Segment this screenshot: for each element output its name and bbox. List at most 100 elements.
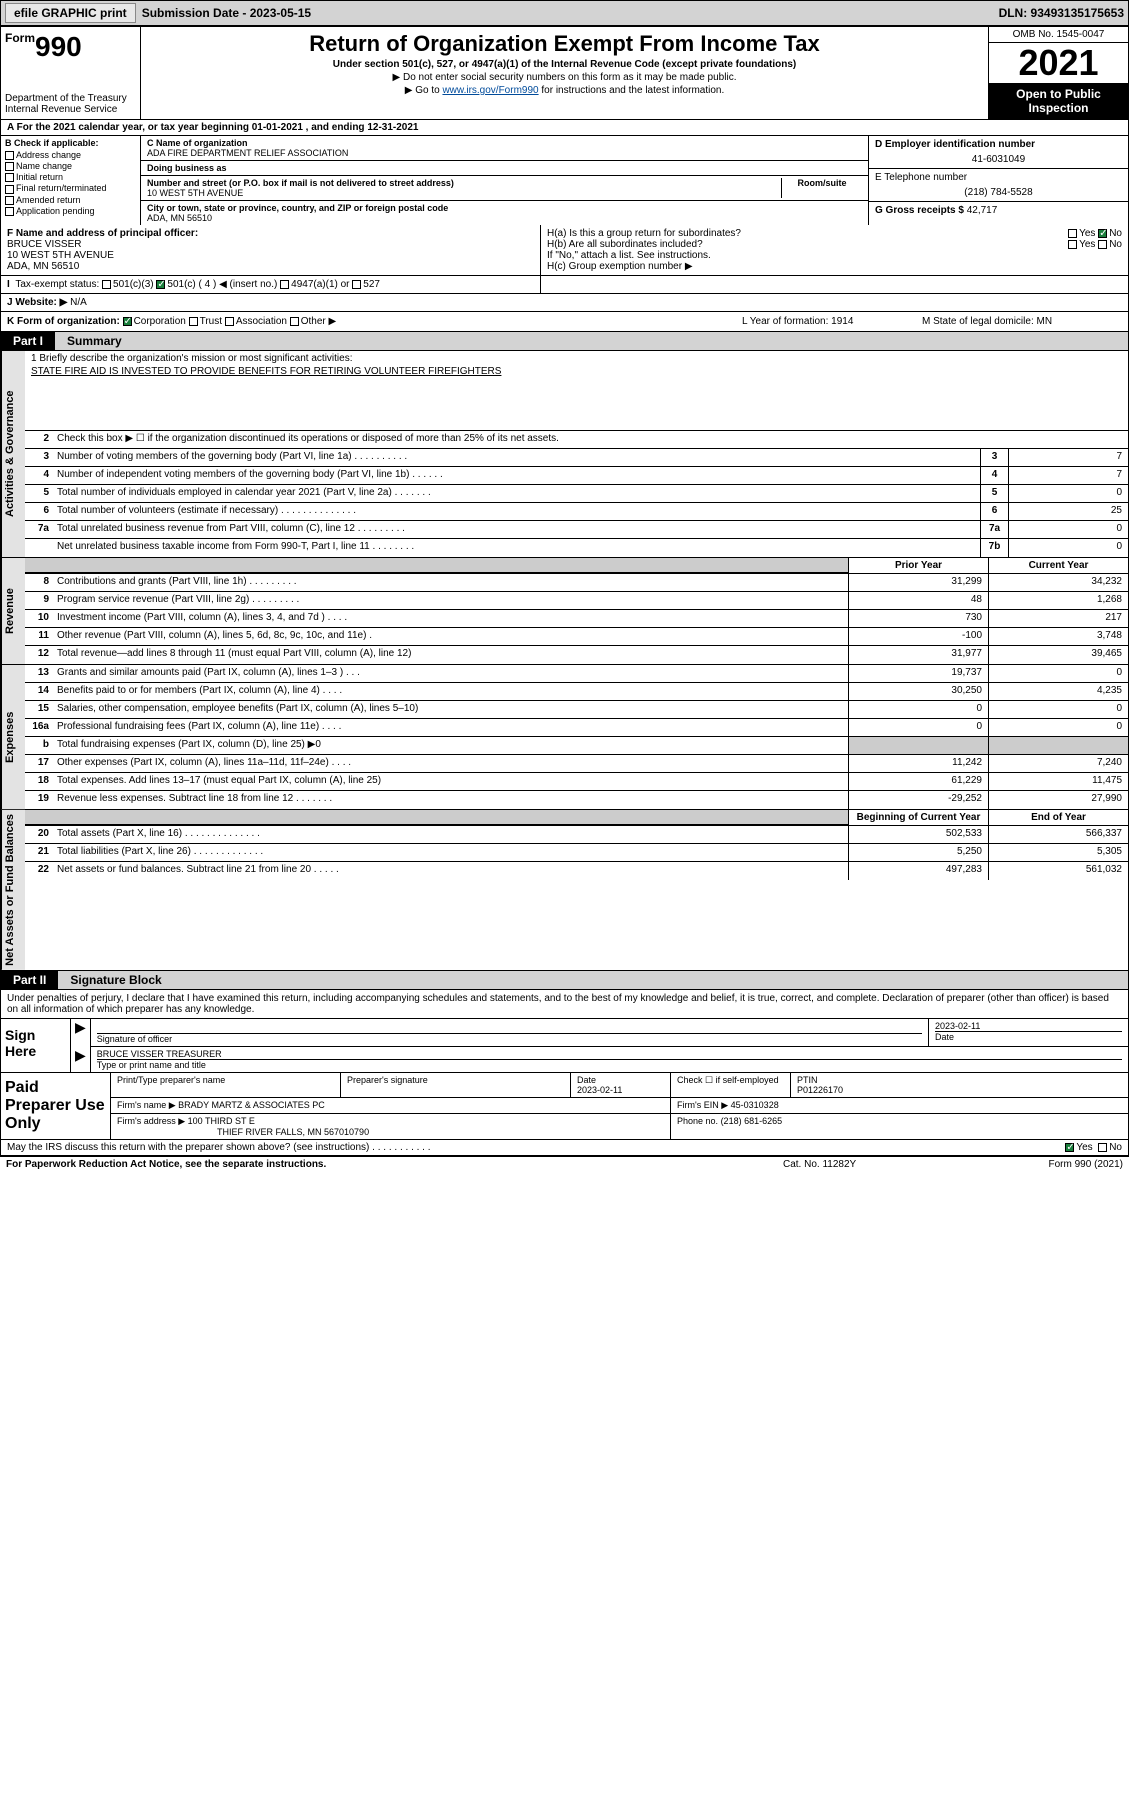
table-row: 11Other revenue (Part VIII, column (A), … — [25, 628, 1128, 646]
col-h: H(a) Is this a group return for subordin… — [541, 225, 1128, 275]
na-section: Net Assets or Fund Balances Beginning of… — [0, 809, 1129, 971]
ha-yes[interactable] — [1068, 229, 1077, 238]
gross-label: G Gross receipts $ — [875, 205, 967, 216]
gov-line: 4Number of independent voting members of… — [25, 467, 1128, 485]
ha-no[interactable] — [1098, 229, 1107, 238]
sign-here-label: Sign Here — [1, 1019, 71, 1072]
vtab-na: Net Assets or Fund Balances — [1, 810, 25, 970]
hb-no[interactable] — [1098, 240, 1107, 249]
dept-treasury: Department of the Treasury — [5, 93, 136, 104]
table-row: bTotal fundraising expenses (Part IX, co… — [25, 737, 1128, 755]
part2-header: Part II Signature Block — [0, 971, 1129, 990]
mission-text: STATE FIRE AID IS INVESTED TO PROVIDE BE… — [31, 366, 1122, 380]
hdr-begin: Beginning of Current Year — [848, 810, 988, 825]
table-row: 13Grants and similar amounts paid (Part … — [25, 665, 1128, 683]
hb-yes[interactable] — [1068, 240, 1077, 249]
vtab-gov: Activities & Governance — [1, 351, 25, 557]
mission-block: 1 Briefly describe the organization's mi… — [25, 351, 1128, 431]
gov-line: 5Total number of individuals employed in… — [25, 485, 1128, 503]
omb-number: OMB No. 1545-0047 — [989, 27, 1128, 43]
hdr-end: End of Year — [988, 810, 1128, 825]
submission-date: Submission Date - 2023-05-15 — [142, 6, 311, 20]
form-note2: ▶ Go to www.irs.gov/Form990 for instruct… — [149, 85, 980, 96]
sig-declaration: Under penalties of perjury, I declare th… — [1, 990, 1128, 1018]
cb-527[interactable] — [352, 280, 361, 289]
header-mid: Return of Organization Exempt From Incom… — [141, 27, 988, 119]
cb-trust[interactable] — [189, 317, 198, 326]
cb-assoc[interactable] — [225, 317, 234, 326]
preparer-label: Paid Preparer Use Only — [1, 1073, 111, 1139]
form-org-label: K Form of organization: — [7, 316, 120, 327]
cb-address-change[interactable] — [5, 151, 14, 160]
signer-name: BRUCE VISSER TREASURER — [97, 1049, 1122, 1059]
officer-addr1: 10 WEST 5TH AVENUE — [7, 250, 534, 261]
dba-label: Doing business as — [147, 163, 862, 173]
mission-label: 1 Briefly describe the organization's mi… — [31, 353, 1122, 364]
discuss-yes[interactable] — [1065, 1143, 1074, 1152]
gov-line: Net unrelated business taxable income fr… — [25, 539, 1128, 557]
sig-officer-label: Signature of officer — [97, 1033, 922, 1044]
cb-final-return[interactable] — [5, 185, 14, 194]
firm-addr1: 100 THIRD ST E — [188, 1116, 255, 1126]
addr-label: Number and street (or P.O. box if mail i… — [147, 178, 781, 188]
cb-app-pending[interactable] — [5, 207, 14, 216]
cb-name-change[interactable] — [5, 162, 14, 171]
officer-name: BRUCE VISSER — [7, 239, 534, 250]
table-row: 12Total revenue—add lines 8 through 11 (… — [25, 646, 1128, 664]
org-name-label: C Name of organization — [147, 138, 862, 148]
firm-ein: 45-0310328 — [731, 1100, 779, 1110]
year-formation: L Year of formation: 1914 — [742, 316, 922, 327]
cb-initial-return[interactable] — [5, 173, 14, 182]
col-f: F Name and address of principal officer:… — [1, 225, 541, 275]
table-row: 21Total liabilities (Part X, line 26) . … — [25, 844, 1128, 862]
table-row: 17Other expenses (Part IX, column (A), l… — [25, 755, 1128, 773]
firm-addr2: THIEF RIVER FALLS, MN 567010790 — [217, 1127, 369, 1137]
table-row: 18Total expenses. Add lines 13–17 (must … — [25, 773, 1128, 791]
website-value: N/A — [70, 297, 87, 308]
paperwork-notice: For Paperwork Reduction Act Notice, see … — [6, 1159, 783, 1170]
table-row: 8Contributions and grants (Part VIII, li… — [25, 574, 1128, 592]
col-b: B Check if applicable: Address change Na… — [1, 136, 141, 225]
prep-h1: Print/Type preparer's name — [111, 1073, 341, 1097]
header-right: OMB No. 1545-0047 2021 Open to Public In… — [988, 27, 1128, 119]
cb-corp[interactable] — [123, 317, 132, 326]
hb-label: H(b) Are all subordinates included? — [547, 239, 703, 250]
prep-h2: Preparer's signature — [341, 1073, 571, 1097]
cat-no: Cat. No. 11282Y — [783, 1159, 983, 1170]
form-header: Form990 Department of the Treasury Inter… — [0, 26, 1129, 120]
form-title: Return of Organization Exempt From Incom… — [149, 31, 980, 57]
preparer-row: Paid Preparer Use Only Print/Type prepar… — [1, 1072, 1128, 1139]
efile-btn[interactable]: efile GRAPHIC print — [5, 3, 136, 23]
hb-note: If "No," attach a list. See instructions… — [547, 250, 1122, 261]
form-ref: Form 990 (2021) — [983, 1159, 1123, 1170]
firm-addr-label: Firm's address ▶ — [117, 1116, 185, 1126]
rev-section: Revenue Prior Year Current Year 8Contrib… — [0, 557, 1129, 664]
prep-h4: Check ☐ if self-employed — [671, 1073, 791, 1097]
tel-value: (218) 784-5528 — [875, 187, 1122, 198]
tel-label: E Telephone number — [875, 172, 1122, 183]
cb-4947[interactable] — [280, 280, 289, 289]
dln: DLN: 93493135175653 — [999, 6, 1124, 20]
part1-title: Summary — [55, 332, 1128, 350]
gov-line: 3Number of voting members of the governi… — [25, 449, 1128, 467]
prep-h3: Date — [577, 1075, 596, 1085]
discuss-no[interactable] — [1098, 1143, 1107, 1152]
cb-other[interactable] — [290, 317, 299, 326]
table-row: 20Total assets (Part X, line 16) . . . .… — [25, 826, 1128, 844]
officer-addr2: ADA, MN 56510 — [7, 261, 534, 272]
cb-amended[interactable] — [5, 196, 14, 205]
col-b-label: B Check if applicable: — [5, 138, 136, 148]
table-row: 10Investment income (Part VIII, column (… — [25, 610, 1128, 628]
hdr-current: Current Year — [988, 558, 1128, 573]
firm-phone-label: Phone no. — [677, 1116, 718, 1126]
cb-501c3[interactable] — [102, 280, 111, 289]
discuss-question: May the IRS discuss this return with the… — [7, 1142, 1065, 1153]
ein-label: D Employer identification number — [875, 139, 1122, 150]
officer-label: F Name and address of principal officer: — [7, 228, 534, 239]
cb-501c[interactable] — [156, 280, 165, 289]
form-label-small: Form — [5, 31, 35, 45]
table-row: 19Revenue less expenses. Subtract line 1… — [25, 791, 1128, 809]
na-header: Beginning of Current Year End of Year — [25, 810, 1128, 826]
hdr-prior: Prior Year — [848, 558, 988, 573]
irs-link[interactable]: www.irs.gov/Form990 — [442, 85, 538, 96]
